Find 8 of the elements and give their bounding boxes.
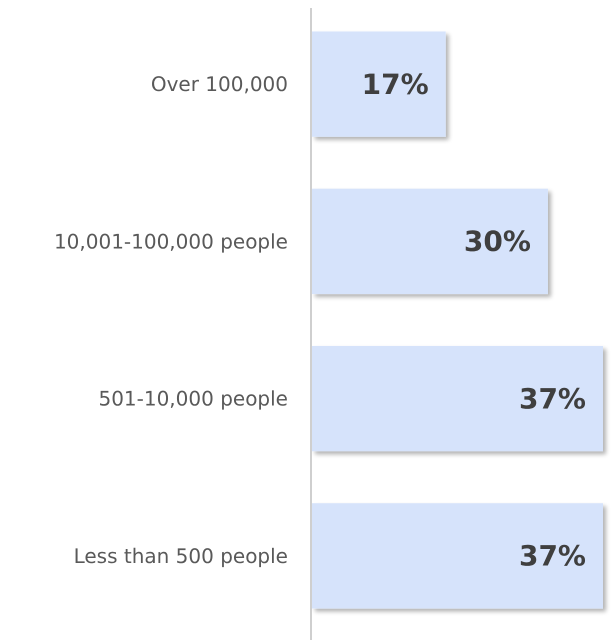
data-label: 30% — [464, 225, 531, 258]
y-tick-label: Less than 500 people — [74, 544, 288, 568]
data-label: 37% — [518, 540, 586, 573]
y-tick-label: 10,001-100,000 people — [54, 229, 288, 254]
data-label: 17% — [362, 68, 429, 101]
y-tick-label: 501-10,000 people — [98, 386, 288, 411]
data-label: 37% — [518, 382, 586, 416]
y-tick-label: Over 100,000 — [150, 72, 288, 96]
